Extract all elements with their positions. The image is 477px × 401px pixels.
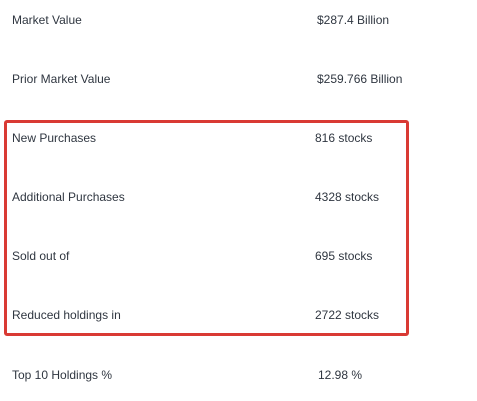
row-value: 12.98 % [318,368,363,382]
row-value: 2722 stocks [315,308,380,322]
row-label: Additional Purchases [12,190,125,204]
row-value: 695 stocks [315,249,373,263]
row-sold-out-of: Sold out of 695 stocks [0,245,477,267]
row-value: 4328 stocks [315,190,380,204]
row-label: Prior Market Value [12,72,111,86]
row-new-purchases: New Purchases 816 stocks [0,127,477,149]
row-reduced-holdings: Reduced holdings in 2722 stocks [0,304,477,326]
row-label: Reduced holdings in [12,308,121,322]
row-market-value: Market Value $287.4 Billion [0,9,477,31]
row-additional-purchases: Additional Purchases 4328 stocks [0,186,477,208]
row-value: $259.766 Billion [317,72,403,86]
row-top-10-holdings: Top 10 Holdings % 12.98 % [0,364,477,386]
row-value: 816 stocks [315,131,373,145]
row-label: Sold out of [12,249,70,263]
row-label: Top 10 Holdings % [12,368,113,382]
row-label: Market Value [12,13,82,27]
row-label: New Purchases [12,131,97,145]
row-value: $287.4 Billion [317,13,390,27]
row-prior-market-value: Prior Market Value $259.766 Billion [0,68,477,90]
